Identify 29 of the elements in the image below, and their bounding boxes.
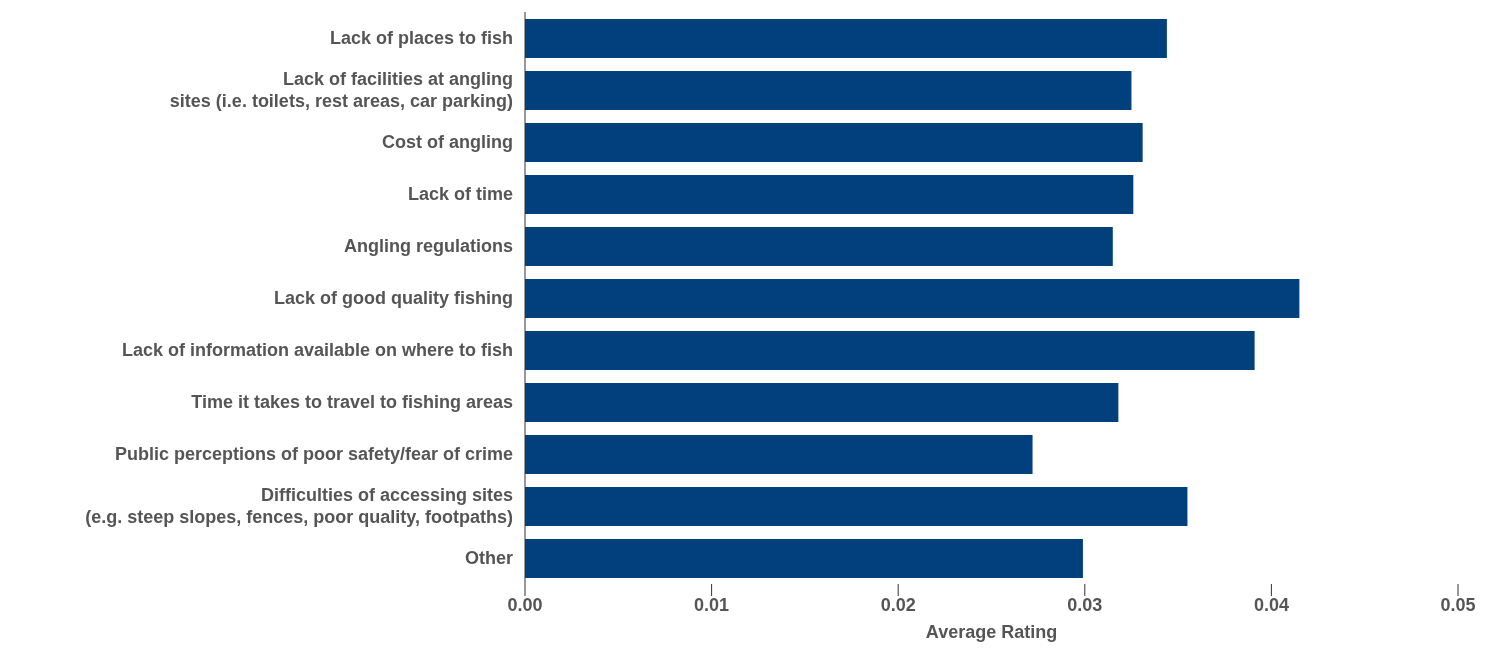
bar	[525, 19, 1167, 58]
bar	[525, 279, 1300, 318]
bar	[525, 331, 1255, 370]
x-axis-title: Average Rating	[925, 622, 1058, 642]
x-tick-label: 0.00	[507, 594, 543, 615]
bar	[525, 539, 1083, 578]
y-tick-label: Time it takes to travel to fishing areas	[191, 392, 513, 412]
bar	[525, 175, 1134, 214]
y-tick-label: Lack of information available on where to fish	[121, 340, 513, 360]
y-tick-label: Cost of angling	[382, 132, 513, 152]
bar	[525, 123, 1143, 162]
y-tick-label: Lack of time	[407, 184, 513, 204]
y-tick-label: Difficulties of accessing sites (e.g. steep slopes, fences, poor quality, footpaths)	[85, 485, 513, 527]
bar	[525, 435, 1033, 474]
x-tick-label: 0.04	[1253, 594, 1289, 615]
x-tick-label: 0.02	[880, 594, 916, 615]
y-tick-label: Other	[464, 548, 513, 568]
x-tick-label: 0.05	[1440, 594, 1476, 615]
bar	[525, 227, 1113, 266]
y-tick-label: Lack of facilities at angling sites (i.e. toilets, rest areas, car parking)	[169, 69, 513, 111]
bar	[525, 383, 1119, 422]
y-tick-label: Angling regulations	[344, 236, 513, 256]
x-tick-label: 0.01	[694, 594, 730, 615]
y-tick-label: Public perceptions of poor safety/fear of crime	[114, 444, 513, 464]
bar	[525, 71, 1132, 110]
y-tick-label: Lack of good quality fishing	[273, 288, 513, 308]
y-tick-label: Lack of places to fish	[329, 28, 513, 48]
x-tick-label: 0.03	[1067, 594, 1103, 615]
bar	[525, 487, 1188, 526]
